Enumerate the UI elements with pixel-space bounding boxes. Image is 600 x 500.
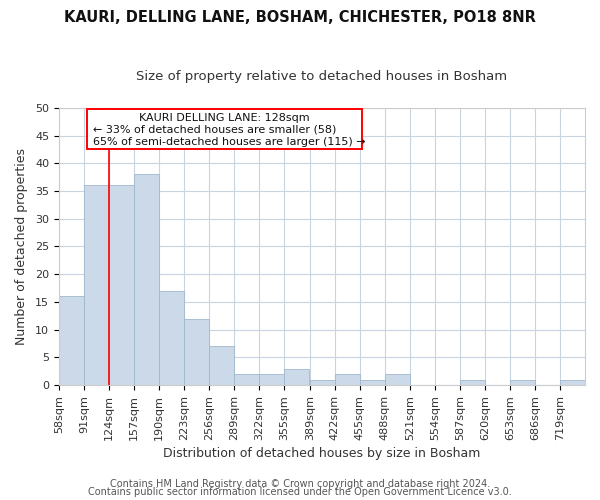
Text: 65% of semi-detached houses are larger (115) →: 65% of semi-detached houses are larger (… (93, 137, 365, 147)
Bar (59, 296, 84, 385)
Bar (209, 346, 234, 385)
Bar (335, 374, 360, 385)
FancyBboxPatch shape (87, 109, 362, 150)
Bar (259, 374, 284, 385)
Y-axis label: Number of detached properties: Number of detached properties (15, 148, 28, 345)
Bar (460, 380, 485, 385)
Bar (385, 374, 410, 385)
Bar (109, 186, 134, 385)
Text: Contains public sector information licensed under the Open Government Licence v3: Contains public sector information licen… (88, 487, 512, 497)
Text: ← 33% of detached houses are smaller (58): ← 33% of detached houses are smaller (58… (93, 125, 336, 135)
Bar (310, 380, 335, 385)
Bar (134, 174, 159, 385)
Text: Contains HM Land Registry data © Crown copyright and database right 2024.: Contains HM Land Registry data © Crown c… (110, 479, 490, 489)
Bar (360, 380, 385, 385)
X-axis label: Distribution of detached houses by size in Bosham: Distribution of detached houses by size … (163, 447, 481, 460)
Bar (159, 291, 184, 385)
Bar (510, 380, 535, 385)
Title: Size of property relative to detached houses in Bosham: Size of property relative to detached ho… (136, 70, 508, 83)
Text: KAURI DELLING LANE: 128sqm: KAURI DELLING LANE: 128sqm (139, 113, 310, 123)
Bar (84, 186, 109, 385)
Bar (184, 318, 209, 385)
Bar (560, 380, 585, 385)
Bar (284, 368, 309, 385)
Text: KAURI, DELLING LANE, BOSHAM, CHICHESTER, PO18 8NR: KAURI, DELLING LANE, BOSHAM, CHICHESTER,… (64, 10, 536, 25)
Bar (234, 374, 259, 385)
